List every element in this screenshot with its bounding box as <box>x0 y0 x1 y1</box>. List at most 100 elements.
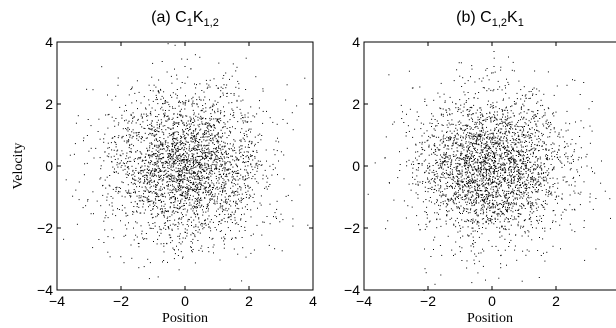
scatter-point <box>484 198 486 200</box>
scatter-point <box>243 179 245 181</box>
scatter-point <box>250 121 252 123</box>
scatter-point <box>141 186 143 188</box>
scatter-point <box>425 272 427 274</box>
scatter-point <box>212 237 214 239</box>
scatter-point <box>220 203 222 205</box>
scatter-point <box>460 143 461 145</box>
scatter-point <box>523 169 525 171</box>
scatter-point <box>154 169 156 171</box>
scatter-point <box>165 176 167 178</box>
scatter-point <box>162 109 164 111</box>
scatter-point <box>186 58 188 60</box>
scatter-point <box>521 94 523 96</box>
scatter-point <box>458 62 460 64</box>
scatter-point <box>118 135 120 137</box>
scatter-point <box>218 145 219 147</box>
scatter-point <box>165 228 167 230</box>
scatter-point <box>552 112 554 114</box>
scatter-point <box>498 277 500 279</box>
scatter-point <box>464 94 466 96</box>
scatter-point <box>228 196 230 198</box>
scatter-point <box>471 186 473 188</box>
scatter-point <box>456 129 458 131</box>
scatter-point <box>113 120 115 122</box>
scatter-point <box>110 142 112 144</box>
scatter-point <box>173 132 175 134</box>
scatter-point <box>492 133 494 135</box>
scatter-point <box>560 214 562 216</box>
scatter-point <box>529 97 531 99</box>
scatter-point <box>149 183 151 185</box>
scatter-point <box>532 151 534 153</box>
scatter-point <box>538 189 539 191</box>
scatter-point <box>229 195 231 197</box>
scatter-point <box>511 158 513 160</box>
scatter-point <box>185 214 187 216</box>
scatter-point <box>118 163 120 165</box>
scatter-point <box>470 199 472 200</box>
scatter-point <box>236 175 238 177</box>
scatter-point <box>130 113 132 115</box>
scatter-point <box>183 101 185 103</box>
scatter-point <box>201 90 203 91</box>
scatter-point <box>153 135 155 137</box>
scatter-point <box>439 179 441 181</box>
scatter-point <box>257 134 259 136</box>
scatter-point <box>228 195 230 197</box>
scatter-point <box>245 196 247 198</box>
scatter-point <box>215 166 217 168</box>
scatter-point <box>149 90 151 91</box>
scatter-point <box>210 175 212 177</box>
scatter-point <box>465 158 466 160</box>
scatter-point <box>218 118 220 120</box>
scatter-point <box>487 130 489 132</box>
scatter-point <box>226 154 228 155</box>
scatter-point <box>495 167 497 169</box>
scatter-point <box>189 161 191 163</box>
scatter-point <box>544 114 546 116</box>
scatter-point <box>98 118 100 120</box>
scatter-point <box>197 163 199 165</box>
scatter-point <box>180 165 182 167</box>
scatter-point <box>552 210 554 212</box>
scatter-point <box>102 194 104 196</box>
scatter-point <box>560 161 562 163</box>
scatter-point <box>209 185 211 187</box>
scatter-point <box>231 176 233 178</box>
scatter-point <box>208 190 210 192</box>
scatter-point <box>459 99 461 101</box>
scatter-point <box>197 186 199 188</box>
scatter-point <box>210 140 212 142</box>
scatter-point <box>151 213 153 215</box>
scatter-point <box>214 168 215 170</box>
scatter-point <box>121 195 123 197</box>
scatter-point <box>438 167 440 169</box>
scatter-point <box>167 220 169 222</box>
scatter-point <box>196 176 198 178</box>
scatter-point <box>203 206 204 208</box>
scatter-point <box>199 149 201 151</box>
scatter-point <box>486 90 488 92</box>
scatter-point <box>562 211 564 213</box>
scatter-point <box>169 149 171 151</box>
scatter-point <box>538 150 540 151</box>
scatter-point <box>273 149 275 151</box>
scatter-point <box>159 176 160 178</box>
scatter-point <box>234 147 235 149</box>
scatter-point <box>492 102 494 104</box>
scatter-point <box>166 243 168 245</box>
scatter-point <box>221 165 223 166</box>
scatter-point <box>217 152 219 153</box>
scatter-point <box>201 136 203 138</box>
scatter-point <box>556 85 558 87</box>
scatter-point <box>232 190 234 192</box>
scatter-point <box>448 210 450 212</box>
scatter-point <box>481 142 483 144</box>
scatter-point <box>154 193 156 194</box>
scatter-point <box>184 138 186 140</box>
scatter-point <box>545 180 547 182</box>
scatter-point <box>170 157 171 159</box>
scatter-point <box>552 221 553 223</box>
scatter-point <box>209 199 211 201</box>
scatter-point <box>227 169 229 171</box>
